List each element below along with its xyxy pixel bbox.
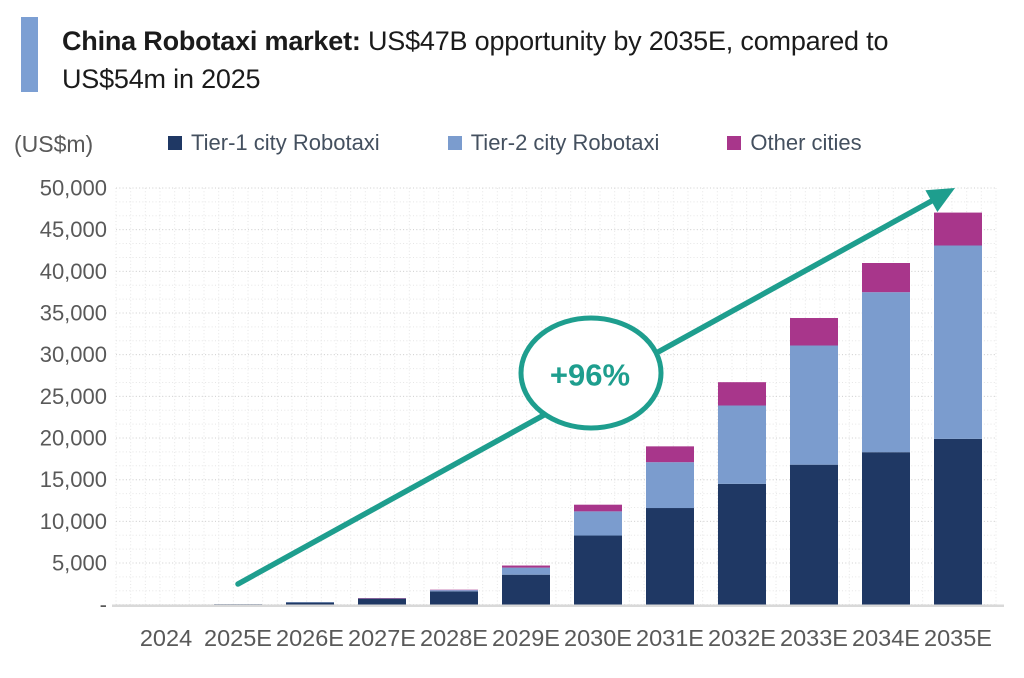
bar-segment	[574, 511, 622, 536]
x-tick-label: 2024	[140, 625, 192, 651]
bar-segment	[718, 382, 766, 406]
x-tick-label: 2028E	[420, 625, 488, 651]
bar-segment	[574, 535, 622, 605]
page-title: China Robotaxi market: US$47B opportunit…	[62, 22, 950, 98]
y-tick-label: 20,000	[40, 426, 107, 451]
y-tick-label: 10,000	[40, 509, 107, 534]
title-accent-bar	[21, 17, 38, 92]
bar-segment	[790, 464, 838, 605]
bar-segment	[934, 212, 982, 246]
y-tick-label: 5,000	[52, 551, 107, 576]
growth-badge-label: +96%	[550, 358, 630, 393]
bar-segment	[790, 318, 838, 346]
legend-label: Other cities	[750, 130, 862, 155]
bar-segment	[502, 567, 550, 575]
legend-swatch-icon	[168, 136, 182, 150]
y-tick-label: 30,000	[40, 342, 107, 367]
bar-segment	[934, 245, 982, 439]
page-title-line1: US$47B opportunity by 2035E, compared to	[360, 26, 889, 56]
y-tick-label: 45,000	[40, 217, 107, 242]
x-tick-label: 2030E	[564, 625, 632, 651]
bar-segment	[718, 405, 766, 484]
bar-segment	[790, 345, 838, 465]
x-tick-label: 2032E	[708, 625, 776, 651]
x-tick-label: 2027E	[348, 625, 416, 651]
page-title-line2: US$54m in 2025	[62, 64, 261, 94]
bar-segment	[646, 508, 694, 605]
x-tick-label: 2035E	[924, 625, 992, 651]
growth-badge: +96%	[518, 315, 664, 431]
y-tick-label: 40,000	[40, 259, 107, 284]
legend-item-3: Other cities	[727, 130, 862, 156]
legend-swatch-icon	[447, 136, 462, 150]
y-tick-label: 15,000	[40, 467, 107, 492]
x-tick-label: 2026E	[276, 625, 344, 651]
legend-item-2: Tier-2 city Robotaxi	[447, 130, 660, 156]
x-axis-labels: 2024 2025E 2026E 2027E 2028E 2029E 2030E 2031E 2…	[140, 625, 992, 651]
x-tick-label: 2033E	[780, 625, 848, 651]
x-tick-label: 2031E	[636, 625, 704, 651]
bar-segment	[358, 598, 406, 605]
chart-legend: Tier-1 city Robotaxi Tier-2 city Robotaxi…	[168, 130, 862, 156]
legend-item-1: Tier-1 city Robotaxi	[168, 130, 380, 156]
bar-segment	[862, 263, 910, 293]
bar-segment	[430, 590, 478, 592]
y-tick-label: 35,000	[40, 301, 107, 326]
x-tick-label: 2034E	[852, 625, 920, 651]
robotaxi-stacked-bar-chart: +96% 50,000 45,000 40,000 35,000 30,000 25,000…	[40, 176, 1004, 651]
y-tick-label: -	[100, 592, 107, 617]
bar-segment	[502, 574, 550, 605]
chart-bars	[214, 212, 982, 605]
page-title-bold: China Robotaxi market:	[62, 26, 361, 56]
y-axis-labels: 50,000 45,000 40,000 35,000 30,000 25,000 20,0…	[40, 176, 107, 618]
y-tick-label: 25,000	[40, 384, 107, 409]
x-tick-label: 2029E	[492, 625, 560, 651]
legend-swatch-icon	[727, 136, 742, 150]
bar-segment	[286, 602, 334, 605]
bar-segment	[862, 292, 910, 453]
bar-segment	[934, 438, 982, 605]
bar-segment	[646, 462, 694, 509]
bar-segment	[646, 446, 694, 463]
bar-segment	[430, 591, 478, 605]
x-tick-label: 2025E	[204, 625, 272, 651]
legend-label: Tier-1 city Robotaxi	[191, 130, 380, 155]
legend-label: Tier-2 city Robotaxi	[470, 130, 660, 155]
bar-segment	[718, 483, 766, 605]
bar-segment	[574, 504, 622, 512]
bar-segment	[502, 565, 550, 568]
y-axis-unit-label: (US$m)	[14, 131, 94, 157]
y-tick-label: 50,000	[40, 176, 107, 201]
bar-segment	[862, 452, 910, 605]
